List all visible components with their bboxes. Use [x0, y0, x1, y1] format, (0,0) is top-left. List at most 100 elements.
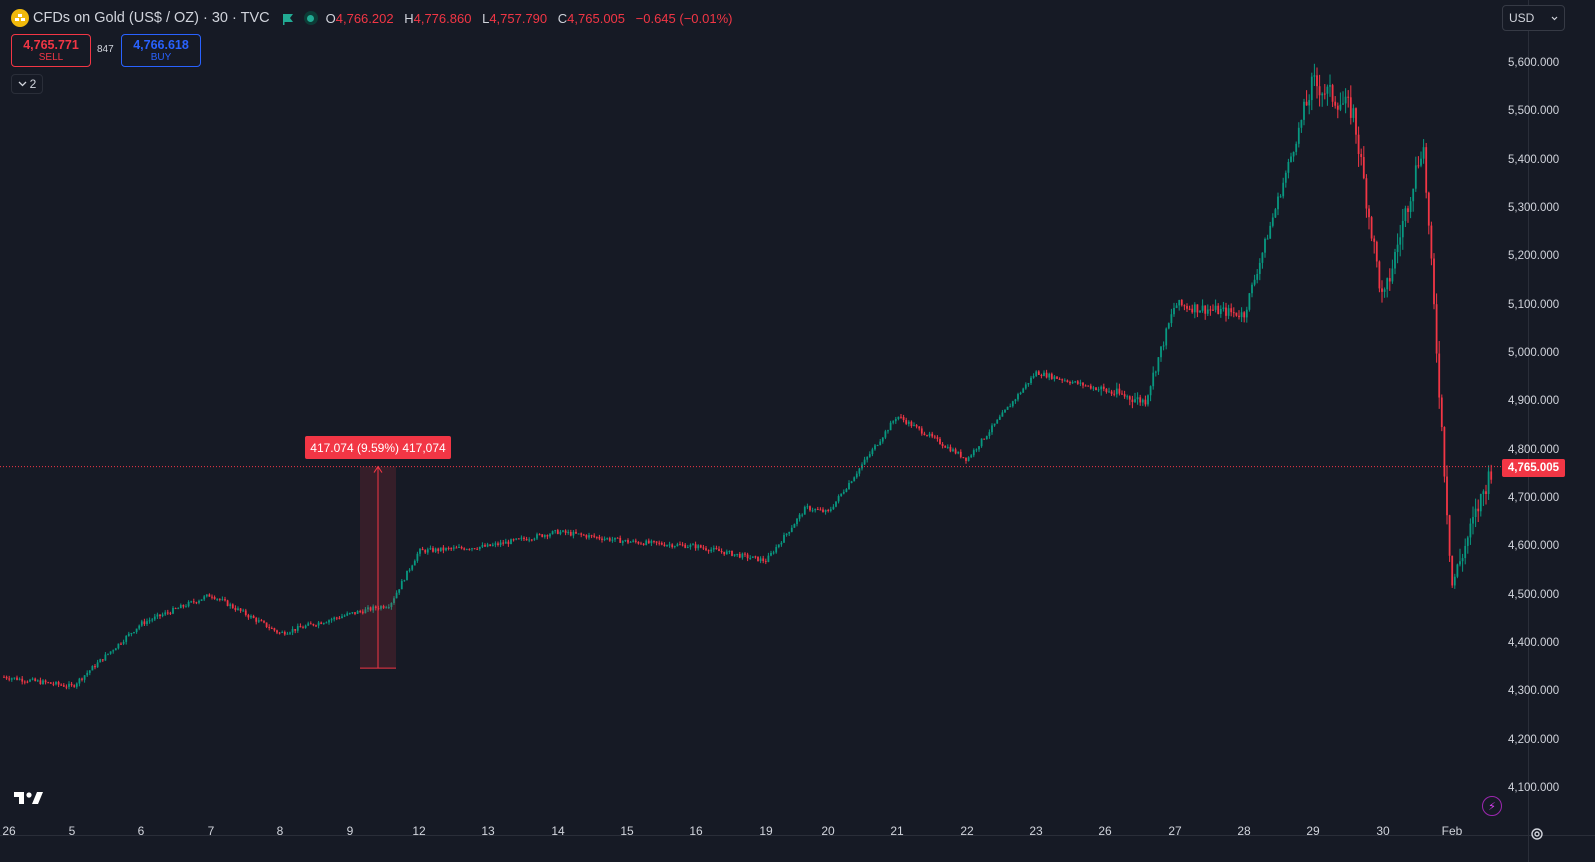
time-tick: 16: [689, 824, 703, 838]
candle: [619, 535, 622, 543]
candle: [913, 422, 915, 427]
candle: [679, 541, 681, 546]
candle: [559, 529, 562, 536]
candle: [151, 617, 154, 623]
candle: [42, 679, 44, 685]
candle: [718, 546, 720, 552]
candle: [294, 629, 297, 634]
candle: [965, 457, 967, 464]
candle: [328, 619, 330, 625]
candle: [1355, 107, 1357, 144]
candle: [309, 621, 312, 625]
tradingview-logo-icon[interactable]: [14, 790, 44, 806]
flash-icon[interactable]: ⚡: [1482, 796, 1502, 816]
candle: [918, 426, 921, 431]
candle: [525, 536, 528, 541]
candle: [939, 436, 941, 445]
candle: [1183, 304, 1186, 311]
candle: [1360, 148, 1363, 166]
candle: [205, 594, 208, 598]
candle: [767, 552, 770, 563]
candle: [686, 544, 689, 549]
candle: [192, 598, 195, 604]
candle: [1326, 84, 1329, 106]
candle: [866, 456, 869, 463]
candle: [1414, 156, 1417, 192]
candle: [546, 534, 549, 540]
candle: [1443, 426, 1446, 483]
candle: [1448, 514, 1451, 562]
candle: [803, 505, 806, 515]
candle: [16, 675, 18, 681]
candle: [1430, 221, 1433, 266]
candle: [549, 533, 551, 539]
candle: [1420, 151, 1422, 168]
sell-button[interactable]: 4,765.771 SELL: [11, 34, 91, 67]
candle: [780, 541, 783, 547]
chart-pane[interactable]: [0, 0, 1528, 835]
candle: [588, 532, 590, 540]
candle: [967, 456, 970, 462]
candle: [385, 605, 388, 609]
gear-icon[interactable]: [1529, 826, 1545, 842]
candle: [486, 542, 489, 548]
candle: [416, 551, 419, 563]
candle: [1292, 151, 1295, 162]
currency-select[interactable]: USD: [1502, 5, 1565, 31]
candle: [1170, 308, 1173, 327]
candle: [263, 620, 265, 624]
candle: [497, 541, 499, 547]
candle: [411, 564, 414, 572]
candle: [424, 549, 427, 554]
candle: [382, 604, 385, 609]
candle: [1370, 215, 1373, 242]
candle: [81, 677, 83, 682]
candle: [1084, 384, 1087, 387]
market-flag-icon[interactable]: [282, 12, 294, 25]
candle: [343, 614, 346, 618]
candle: [403, 579, 406, 582]
candle: [772, 550, 775, 555]
candle: [468, 548, 471, 551]
market-status-icon[interactable]: [303, 11, 318, 25]
buy-button[interactable]: 4,766.618 BUY: [121, 34, 201, 67]
candle: [640, 541, 642, 545]
candle: [494, 541, 497, 548]
candle: [1144, 395, 1147, 407]
candle: [1139, 394, 1142, 406]
price-tick: 4,100.000: [1508, 782, 1560, 794]
price-change: −0.645 (−0.01%): [635, 10, 733, 26]
time-tick: 15: [620, 824, 634, 838]
candle: [824, 509, 827, 515]
time-scale[interactable]: [0, 835, 1528, 862]
candle: [845, 488, 848, 493]
candle: [744, 552, 746, 557]
candle: [538, 533, 541, 536]
candle: [952, 447, 954, 452]
candle: [1160, 346, 1162, 362]
symbol-title[interactable]: CFDs on Gold (US$ / OZ) · 30 · TVC: [33, 10, 270, 26]
candle: [595, 536, 598, 540]
candle: [1045, 369, 1048, 379]
candle: [928, 431, 931, 438]
candlestick-chart[interactable]: [0, 0, 1528, 835]
candle: [697, 544, 700, 551]
candle: [1108, 387, 1110, 393]
candle: [936, 435, 939, 442]
candle: [606, 537, 609, 541]
price-scale[interactable]: [1528, 0, 1595, 835]
candle: [632, 539, 635, 543]
candle: [322, 622, 325, 625]
candle: [47, 681, 50, 684]
candle: [663, 542, 666, 547]
candle: [842, 489, 845, 495]
indicators-toggle-button[interactable]: 2: [11, 74, 43, 94]
candle: [621, 540, 624, 546]
candle: [1349, 85, 1352, 125]
candle: [723, 551, 726, 556]
candle: [237, 606, 239, 611]
candle: [1412, 188, 1415, 212]
candle: [764, 558, 767, 565]
candle: [541, 534, 544, 538]
spread-value: 847: [97, 44, 114, 55]
